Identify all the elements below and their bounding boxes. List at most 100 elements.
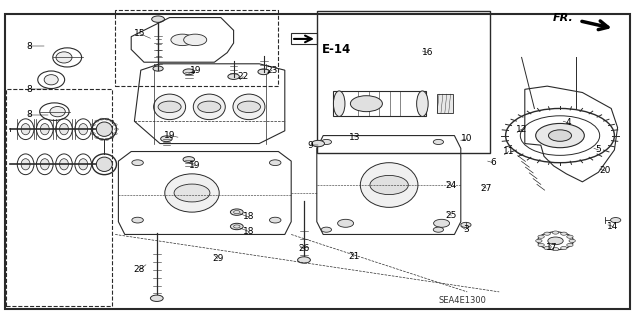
Circle shape: [174, 184, 210, 202]
Circle shape: [230, 209, 243, 215]
Text: 13: 13: [349, 133, 361, 142]
Circle shape: [461, 222, 471, 227]
Ellipse shape: [50, 107, 65, 117]
Circle shape: [183, 157, 195, 162]
Circle shape: [351, 96, 383, 112]
Circle shape: [228, 74, 239, 79]
Ellipse shape: [434, 219, 449, 227]
Bar: [317, 11, 490, 153]
Circle shape: [171, 34, 194, 46]
Circle shape: [536, 239, 542, 242]
Text: 11: 11: [503, 147, 515, 156]
Ellipse shape: [338, 219, 354, 227]
Text: SEA4E1300: SEA4E1300: [438, 296, 486, 305]
Text: 19: 19: [190, 66, 202, 75]
Circle shape: [258, 69, 269, 75]
Circle shape: [538, 243, 544, 247]
Circle shape: [567, 243, 573, 247]
Circle shape: [536, 123, 584, 148]
Ellipse shape: [40, 124, 49, 135]
Text: 25: 25: [445, 211, 457, 220]
Circle shape: [132, 160, 143, 166]
Text: 21: 21: [348, 252, 360, 261]
Text: 10: 10: [461, 134, 473, 143]
Text: 5: 5: [596, 145, 601, 154]
Circle shape: [312, 140, 324, 147]
Circle shape: [552, 231, 559, 234]
Text: 18: 18: [243, 212, 254, 221]
Circle shape: [567, 235, 573, 238]
Text: 6: 6: [490, 158, 495, 167]
Circle shape: [433, 227, 444, 232]
Circle shape: [298, 257, 310, 263]
Ellipse shape: [97, 157, 113, 172]
Circle shape: [548, 130, 572, 141]
Circle shape: [132, 217, 143, 223]
Text: FR.: FR.: [553, 12, 573, 23]
Ellipse shape: [44, 75, 58, 85]
Text: 27: 27: [481, 184, 492, 193]
Circle shape: [321, 139, 332, 145]
Ellipse shape: [333, 91, 345, 116]
Circle shape: [552, 248, 559, 251]
Ellipse shape: [60, 124, 68, 135]
Bar: [437, 94, 453, 113]
Text: 8: 8: [26, 42, 31, 51]
Ellipse shape: [21, 159, 30, 170]
Ellipse shape: [56, 52, 72, 63]
Circle shape: [269, 217, 281, 223]
Circle shape: [538, 235, 544, 238]
Circle shape: [433, 139, 444, 145]
Bar: [291, 33, 317, 44]
Circle shape: [153, 66, 163, 71]
Text: 3: 3: [463, 225, 468, 234]
Circle shape: [569, 239, 575, 242]
Circle shape: [184, 34, 207, 46]
Text: 23: 23: [266, 66, 278, 75]
Circle shape: [150, 295, 163, 301]
Circle shape: [183, 69, 195, 75]
Ellipse shape: [79, 159, 88, 170]
Text: 26: 26: [298, 244, 310, 253]
Text: 8: 8: [26, 85, 31, 94]
Circle shape: [158, 101, 181, 113]
Text: 19: 19: [164, 131, 175, 140]
Text: 12: 12: [516, 125, 527, 134]
Ellipse shape: [417, 91, 428, 116]
Ellipse shape: [193, 94, 225, 120]
Text: 24: 24: [445, 181, 457, 189]
Circle shape: [161, 136, 172, 142]
Circle shape: [544, 232, 550, 235]
Text: 28: 28: [134, 265, 145, 274]
Circle shape: [370, 175, 408, 195]
Text: 9: 9: [308, 141, 313, 150]
Circle shape: [561, 247, 567, 250]
Ellipse shape: [97, 122, 113, 137]
Circle shape: [198, 101, 221, 113]
Circle shape: [152, 16, 164, 22]
Text: 29: 29: [212, 254, 223, 263]
Text: 8: 8: [26, 110, 31, 119]
Circle shape: [230, 223, 243, 230]
Text: E-14: E-14: [322, 43, 351, 56]
Circle shape: [321, 227, 332, 232]
Ellipse shape: [21, 124, 30, 135]
Text: 15: 15: [134, 29, 145, 38]
Text: 4: 4: [566, 118, 571, 127]
Circle shape: [269, 160, 281, 166]
Ellipse shape: [40, 159, 49, 170]
Bar: [6, 89, 112, 306]
Ellipse shape: [165, 174, 219, 212]
Ellipse shape: [60, 159, 68, 170]
Ellipse shape: [233, 94, 265, 120]
Text: 16: 16: [422, 48, 433, 57]
Bar: [115, 10, 278, 86]
Text: 20: 20: [599, 166, 611, 175]
Circle shape: [548, 237, 563, 245]
Ellipse shape: [79, 124, 88, 135]
Bar: [333, 91, 426, 116]
Text: 17: 17: [546, 243, 557, 252]
Circle shape: [561, 232, 567, 235]
Circle shape: [237, 101, 260, 113]
Text: 22: 22: [237, 72, 249, 81]
